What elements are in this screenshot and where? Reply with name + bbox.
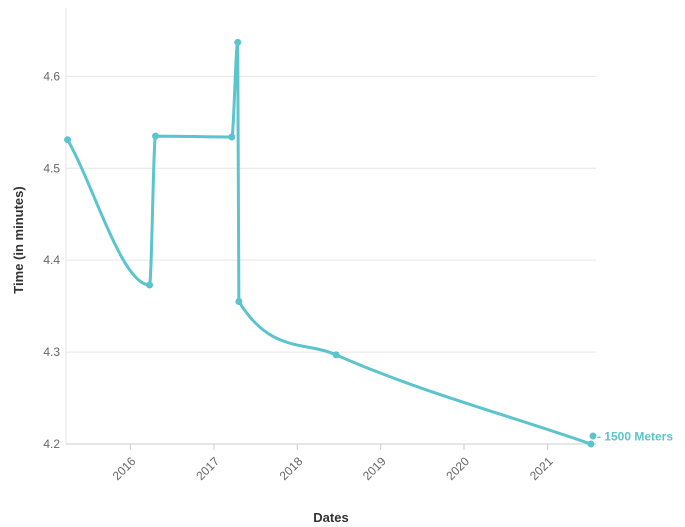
- data-points: [64, 38, 595, 448]
- y-tick-label: 4.6: [43, 69, 60, 83]
- x-tick-label: 2018: [277, 454, 306, 483]
- y-axis-title: Time (in minutes): [11, 186, 26, 293]
- data-point: [146, 281, 154, 289]
- y-tick-label: 4.3: [43, 345, 60, 359]
- y-tick-label: 4.2: [43, 437, 60, 451]
- series-line: [66, 40, 593, 446]
- x-tick-label: 2020: [443, 454, 472, 483]
- x-axis-title: Dates: [313, 510, 348, 525]
- x-tick-label: 2021: [527, 454, 556, 483]
- data-point: [234, 38, 242, 46]
- x-tick-label: 2016: [110, 454, 139, 483]
- y-axis-ticks: 4.2 4.3 4.4 4.5 4.6: [43, 69, 60, 451]
- series-label-marker: [589, 432, 597, 440]
- data-point: [64, 136, 72, 144]
- y-tick-label: 4.4: [43, 253, 60, 267]
- x-tick-label: 2017: [193, 454, 222, 483]
- data-point: [235, 298, 243, 306]
- grid: [65, 8, 596, 444]
- series-label: - 1500 Meters: [597, 430, 673, 444]
- data-point: [332, 351, 340, 359]
- x-axis-ticks: 2016 2017 2018 2019 2020 2021: [110, 444, 556, 483]
- y-tick-label: 4.5: [43, 161, 60, 175]
- data-point: [152, 132, 160, 140]
- x-tick-label: 2019: [360, 454, 389, 483]
- data-point: [228, 133, 236, 141]
- data-point: [587, 440, 595, 448]
